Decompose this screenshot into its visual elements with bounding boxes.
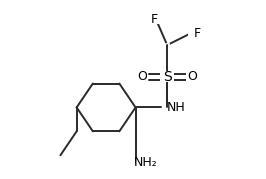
FancyBboxPatch shape [160, 71, 174, 82]
FancyBboxPatch shape [168, 103, 185, 112]
FancyBboxPatch shape [136, 158, 156, 168]
Text: O: O [187, 70, 197, 83]
Text: NH₂: NH₂ [134, 156, 158, 170]
Text: O: O [138, 70, 147, 83]
Text: F: F [151, 13, 158, 26]
FancyBboxPatch shape [188, 28, 199, 38]
Text: NH: NH [167, 101, 186, 114]
Text: F: F [194, 27, 201, 40]
FancyBboxPatch shape [186, 72, 198, 82]
Text: S: S [163, 70, 172, 84]
FancyBboxPatch shape [136, 72, 148, 82]
FancyBboxPatch shape [148, 15, 160, 24]
